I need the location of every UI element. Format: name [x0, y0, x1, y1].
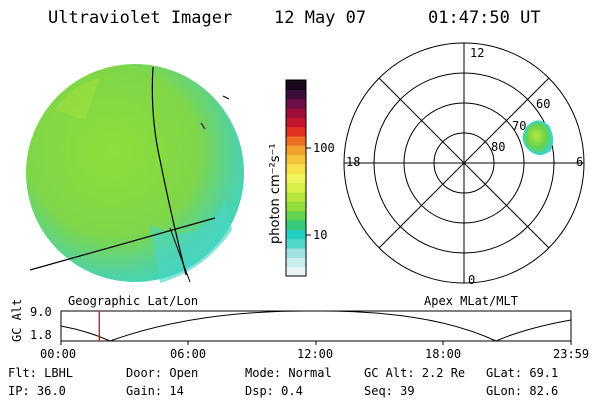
latitude-line	[29, 217, 216, 271]
gc-ytick-bottom: 1.8	[30, 328, 52, 342]
colorbar-label-100: 100	[313, 141, 335, 155]
colorbar-segment	[286, 182, 306, 193]
gc-ytick-top: 9.0	[30, 305, 52, 319]
colorbar-segment	[286, 210, 306, 221]
polar-diagonal-2	[378, 77, 550, 249]
colorbar-segment	[286, 126, 306, 137]
gc-xtick-label-4: 23:59	[553, 347, 590, 361]
gc-axis-label: GC Alt	[10, 298, 24, 342]
colorbar-frame	[285, 79, 307, 277]
door-status: Door: Open	[126, 366, 199, 380]
polar-label-18: 18	[346, 155, 361, 169]
colorbar-segment	[286, 98, 306, 109]
colorbar-segment	[286, 173, 306, 184]
colorbar-segment	[286, 89, 306, 100]
bright-patch	[55, 78, 100, 120]
gc-xtick-label-3: 18:00	[425, 347, 462, 361]
apex-grid-label: Apex MLat/MLT	[424, 294, 518, 308]
gc-alt-status: GC Alt: 2.2 Re	[364, 366, 466, 380]
colorbar	[286, 80, 306, 277]
colorbar-segment	[286, 220, 306, 230]
earth-disk-image	[26, 64, 244, 283]
colorbar-segment	[286, 266, 306, 277]
time-label: 01:47:50 UT	[428, 8, 541, 28]
polar-label-12: 12	[470, 46, 485, 60]
colorbar-segment	[286, 238, 306, 249]
colorbar-segment	[286, 80, 306, 90]
gc-xtick-label-2: 12:00	[297, 347, 334, 361]
glat-status: GLat: 69.1	[486, 366, 559, 380]
colorbar-segment	[286, 257, 306, 268]
filter-status: Flt: LBHL	[8, 366, 74, 380]
colorbar-segment	[286, 229, 306, 240]
colorbar-segment	[286, 108, 306, 118]
polar-plot	[343, 42, 585, 284]
colorbar-segment	[286, 154, 306, 165]
date-label: 12 May 07	[274, 8, 367, 28]
colorbar-segment	[286, 164, 306, 174]
ip-status: IP: 36.0	[8, 384, 66, 398]
colorbar-segment	[286, 201, 306, 212]
geographic-grid-label: Geographic Lat/Lon	[68, 294, 199, 308]
polar-label-60: 60	[536, 97, 551, 111]
mode-status: Mode: Normal	[245, 366, 332, 380]
gc-xtick-label-0: 00:00	[40, 347, 77, 361]
gc-xtick-label-1: 06:00	[170, 347, 207, 361]
instrument-title: Ultraviolet Imager	[48, 8, 233, 28]
grid-tick-2	[200, 122, 206, 130]
gc-altitude-curve	[60, 310, 572, 342]
seq-status: Seq: 39	[364, 384, 415, 398]
gc-plot-frame	[60, 310, 572, 342]
polar-label-70: 70	[512, 119, 527, 133]
dayglow-region	[150, 200, 232, 283]
earth-disk	[26, 64, 244, 282]
colorbar-unit-label: photon cm⁻²s⁻¹	[268, 143, 283, 244]
grid-segment	[169, 227, 191, 283]
polar-label-6: 6	[576, 155, 584, 169]
colorbar-label-10: 10	[313, 228, 328, 242]
colorbar-segment	[286, 145, 306, 156]
longitude-line	[151, 66, 187, 276]
polar-label-80: 80	[491, 140, 506, 154]
gain-status: Gain: 14	[126, 384, 184, 398]
polar-label-0: 0	[468, 273, 476, 287]
glon-status: GLon: 82.6	[486, 384, 559, 398]
colorbar-segment	[286, 192, 306, 202]
colorbar-segment	[286, 117, 306, 128]
colorbar-segment	[286, 248, 306, 258]
grid-tick-1	[222, 95, 230, 100]
colorbar-segment	[286, 136, 306, 146]
auroral-emission-patch	[522, 120, 554, 155]
dsp-status: Dsp: 0.4	[245, 384, 303, 398]
